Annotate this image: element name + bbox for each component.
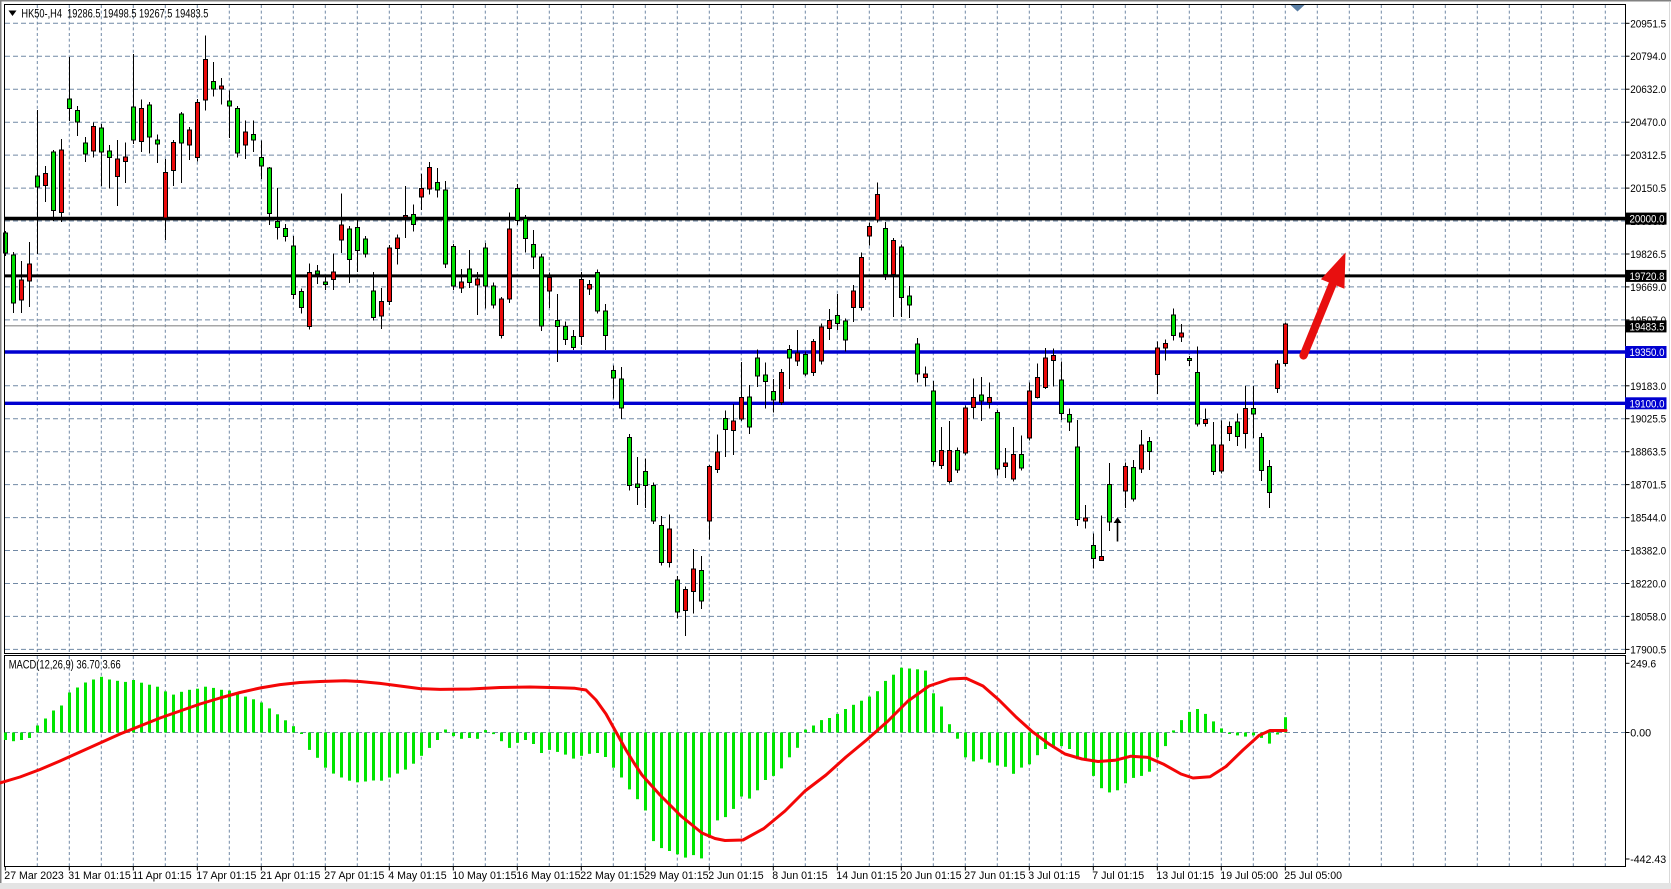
- svg-text:10 May 01:15: 10 May 01:15: [452, 870, 516, 882]
- svg-text:21 Apr 01:15: 21 Apr 01:15: [260, 870, 320, 882]
- svg-text:17900.5: 17900.5: [1630, 644, 1666, 656]
- svg-text:17 Apr 01:15: 17 Apr 01:15: [196, 870, 256, 882]
- svg-text:20794.0: 20794.0: [1630, 51, 1666, 63]
- svg-text:19350.0: 19350.0: [1630, 347, 1665, 359]
- svg-text:20000.0: 20000.0: [1630, 214, 1665, 226]
- svg-text:HK50-,H4 19286.5 19498.5 1926: HK50-,H4 19286.5 19498.5 19267.5 19483.5: [21, 7, 208, 21]
- svg-text:27 Mar 2023: 27 Mar 2023: [4, 870, 64, 882]
- svg-text:18544.0: 18544.0: [1630, 513, 1666, 525]
- svg-text:-442.43: -442.43: [1630, 854, 1666, 866]
- svg-text:20150.5: 20150.5: [1630, 183, 1666, 195]
- svg-text:11 Apr 01:15: 11 Apr 01:15: [132, 870, 191, 882]
- svg-text:4 May 01:15: 4 May 01:15: [388, 870, 446, 882]
- svg-text:18220.0: 18220.0: [1630, 579, 1666, 591]
- svg-text:19720.8: 19720.8: [1630, 271, 1665, 283]
- svg-text:14 Jun 01:15: 14 Jun 01:15: [836, 870, 897, 882]
- svg-text:25 Jul 05:00: 25 Jul 05:00: [1284, 870, 1342, 882]
- svg-text:19 Jul 05:00: 19 Jul 05:00: [1220, 870, 1278, 882]
- svg-text:19826.5: 19826.5: [1630, 249, 1666, 261]
- svg-text:19183.0: 19183.0: [1630, 381, 1666, 393]
- svg-text:20632.0: 20632.0: [1630, 84, 1666, 96]
- svg-text:20951.5: 20951.5: [1630, 18, 1666, 30]
- svg-text:27 Jun 01:15: 27 Jun 01:15: [964, 870, 1025, 882]
- svg-text:29 May 01:15: 29 May 01:15: [644, 870, 708, 882]
- svg-text:16 May 01:15: 16 May 01:15: [516, 870, 580, 882]
- svg-text:31 Mar 01:15: 31 Mar 01:15: [68, 870, 131, 882]
- svg-text:19100.0: 19100.0: [1630, 398, 1665, 410]
- svg-text:18382.0: 18382.0: [1630, 546, 1666, 558]
- svg-text:19669.0: 19669.0: [1630, 282, 1666, 294]
- svg-text:27 Apr 01:15: 27 Apr 01:15: [324, 870, 384, 882]
- svg-text:0.00: 0.00: [1630, 728, 1651, 740]
- svg-text:18863.5: 18863.5: [1630, 447, 1666, 459]
- svg-text:13 Jul 01:15: 13 Jul 01:15: [1156, 870, 1214, 882]
- svg-text:22 May 01:15: 22 May 01:15: [580, 870, 644, 882]
- svg-text:7 Jul 01:15: 7 Jul 01:15: [1092, 870, 1144, 882]
- svg-text:20470.0: 20470.0: [1630, 117, 1666, 129]
- svg-text:3 Jul 01:15: 3 Jul 01:15: [1028, 870, 1080, 882]
- svg-text:19483.5: 19483.5: [1630, 321, 1665, 333]
- svg-text:MACD(12,26,9) 36.70 3.66: MACD(12,26,9) 36.70 3.66: [9, 660, 121, 672]
- svg-text:18058.0: 18058.0: [1630, 611, 1666, 623]
- svg-text:2 Jun 01:15: 2 Jun 01:15: [708, 870, 763, 882]
- svg-text:18701.5: 18701.5: [1630, 480, 1666, 492]
- svg-text:249.6: 249.6: [1630, 658, 1656, 670]
- svg-text:8 Jun 01:15: 8 Jun 01:15: [772, 870, 827, 882]
- svg-text:20312.5: 20312.5: [1630, 150, 1666, 162]
- svg-text:19025.5: 19025.5: [1630, 414, 1666, 426]
- svg-text:20 Jun 01:15: 20 Jun 01:15: [900, 870, 961, 882]
